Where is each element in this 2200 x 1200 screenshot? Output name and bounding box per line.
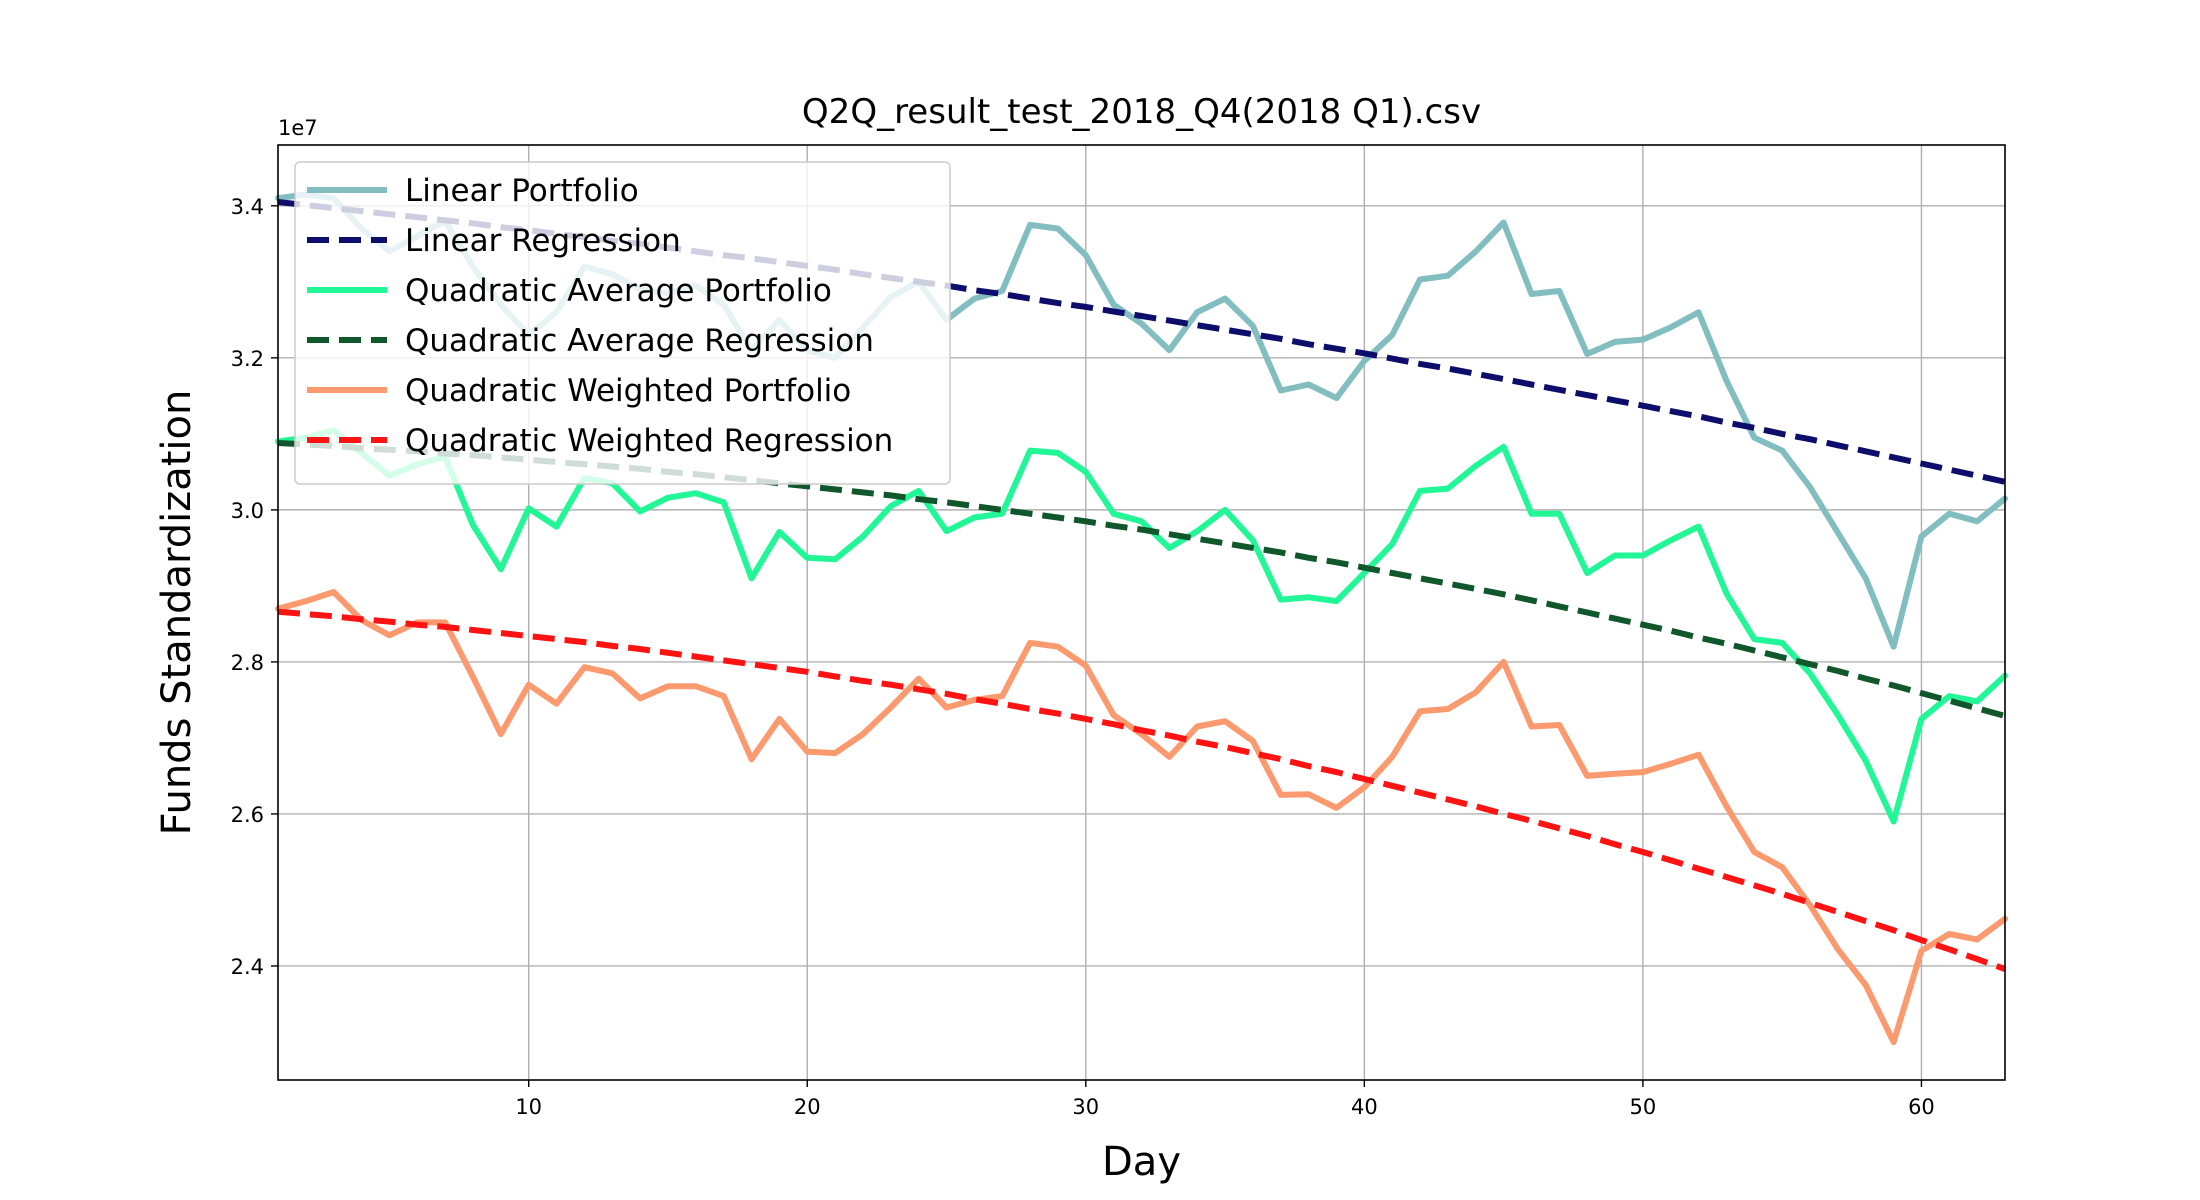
series-line-3 xyxy=(275,427,2008,825)
legend-label-2: Linear Regression xyxy=(405,223,681,259)
y-axis-offset-label: 1e7 xyxy=(278,116,318,140)
y-tick-label: 3.0 xyxy=(231,499,264,523)
legend: Linear Portfolio Linear Regression Quadrat… xyxy=(294,161,951,485)
y-tick-label: 2.4 xyxy=(231,955,264,979)
x-tick-label: 30 xyxy=(1072,1095,1099,1119)
y-tick-label: 2.6 xyxy=(231,803,264,827)
x-tick-label: 10 xyxy=(515,1095,542,1119)
series-line-6 xyxy=(277,608,2007,972)
legend-box xyxy=(294,161,951,485)
x-axis-label: Day xyxy=(1102,1139,1181,1185)
legend-label-3: Quadratic Average Portfolio xyxy=(405,273,832,309)
y-axis-label: Funds Standardization xyxy=(154,390,200,836)
legend-label-6: Quadratic Weighted Regression xyxy=(405,423,893,459)
x-tick-label: 40 xyxy=(1351,1095,1378,1119)
x-tick-label: 60 xyxy=(1908,1095,1935,1119)
tick-layer: 10 20 30 40 50 60 2.4 2.6 2.8 3.0 3.2 3.4 xyxy=(231,195,1935,1119)
series-line-5 xyxy=(275,589,2008,1045)
x-tick-label: 20 xyxy=(794,1095,821,1119)
legend-label-4: Quadratic Average Regression xyxy=(405,323,874,359)
x-tick-label: 50 xyxy=(1630,1095,1657,1119)
chart-title: Q2Q_result_test_2018_Q4(2018 Q1).csv xyxy=(802,92,1481,132)
y-tick-label: 3.2 xyxy=(231,347,264,371)
legend-label-5: Quadratic Weighted Portfolio xyxy=(405,373,851,409)
y-tick-label: 2.8 xyxy=(231,651,264,675)
plot-frame xyxy=(277,144,2006,1081)
y-tick-label: 3.4 xyxy=(231,195,264,219)
legend-label-1: Linear Portfolio xyxy=(405,173,639,209)
